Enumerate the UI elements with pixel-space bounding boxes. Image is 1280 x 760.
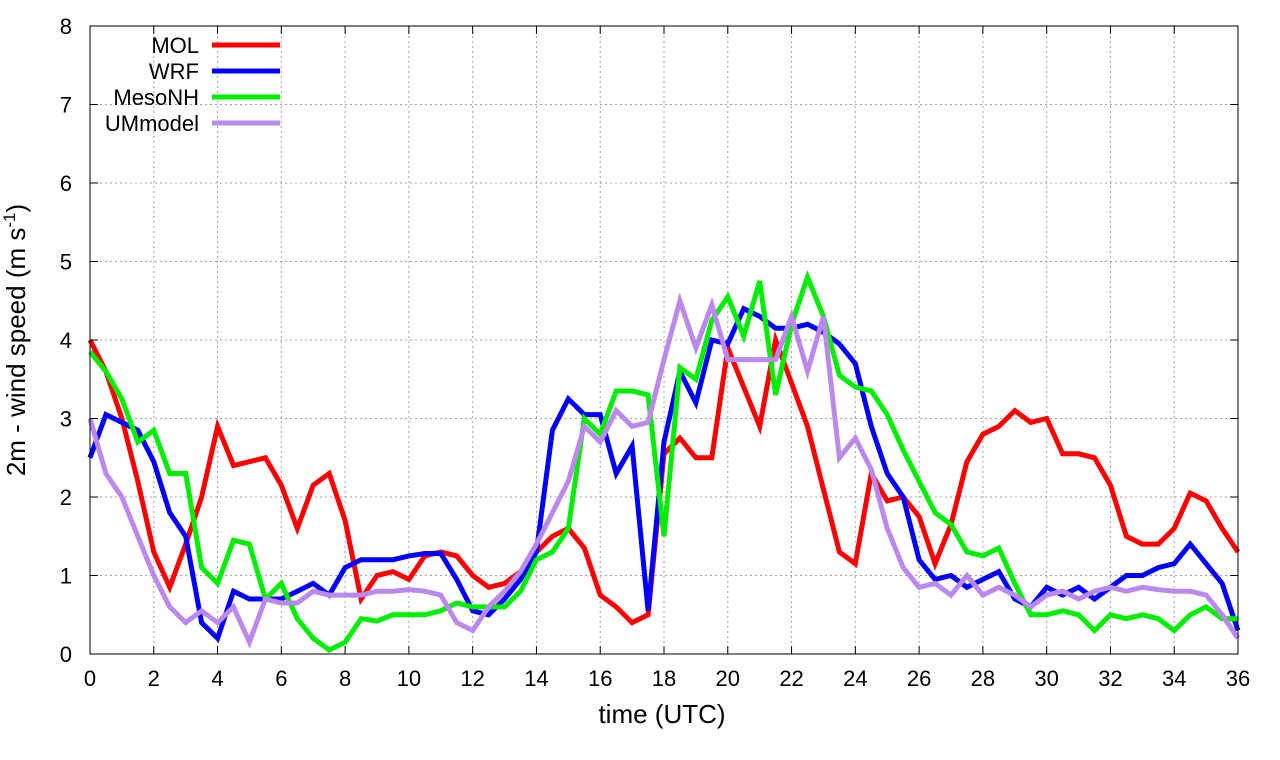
y-tick-label: 1 [60,564,72,589]
y-tick-label: 2 [60,485,72,510]
x-tick-label: 0 [84,666,96,691]
y-tick-label: 4 [60,328,72,353]
y-tick-label: 3 [60,407,72,432]
legend-label-mol: MOL [151,33,199,58]
x-axis-title: time (UTC) [598,699,725,729]
x-tick-label: 24 [843,666,867,691]
x-tick-label: 32 [1098,666,1122,691]
x-tick-label: 18 [652,666,676,691]
y-axis-title-exponent: -1 [0,213,19,228]
x-tick-label: 12 [460,666,484,691]
x-tick-label: 4 [211,666,223,691]
x-tick-label: 10 [397,666,421,691]
series-line-wrf [87,305,1241,643]
series-line-mesonh [88,270,1238,654]
legend-label-ummodel: UMmodel [105,111,199,136]
x-tick-label: 34 [1162,666,1186,691]
axis-ticks [89,25,1239,655]
x-tick-label: 36 [1226,666,1250,691]
y-tick-label: 0 [60,642,72,667]
x-tick-labels: 0 2 4 6 8 10 12 14 16 18 20 22 24 26 28 30 32 34 36 [84,666,1250,691]
series-lines [87,270,1241,654]
x-tick-label: 2 [148,666,160,691]
x-tick-label: 22 [779,666,803,691]
y-axis-title-close: ) [1,204,31,213]
series-line-ummodel [87,292,1241,649]
x-tick-label: 16 [588,666,612,691]
x-tick-label: 26 [907,666,931,691]
x-tick-label: 30 [1034,666,1058,691]
x-tick-label: 28 [971,666,995,691]
legend-label-mesonh: MesoNH [113,85,199,110]
grid-lines [90,26,1238,654]
legend-label-wrf: WRF [149,59,199,84]
x-tick-label: 14 [524,666,548,691]
y-tick-label: 6 [60,171,72,196]
y-axis-title-main: 2m - wind speed (m s [1,228,31,477]
y-tick-label: 5 [60,250,72,275]
x-tick-label: 6 [275,666,287,691]
y-tick-label: 7 [60,93,72,118]
y-tick-labels: 0 1 2 3 4 5 6 7 8 [60,14,72,667]
y-tick-label: 8 [60,14,72,39]
x-tick-label: 8 [339,666,351,691]
x-tick-label: 20 [716,666,740,691]
y-axis-title: 2m - wind speed (m s-1) [0,204,31,476]
